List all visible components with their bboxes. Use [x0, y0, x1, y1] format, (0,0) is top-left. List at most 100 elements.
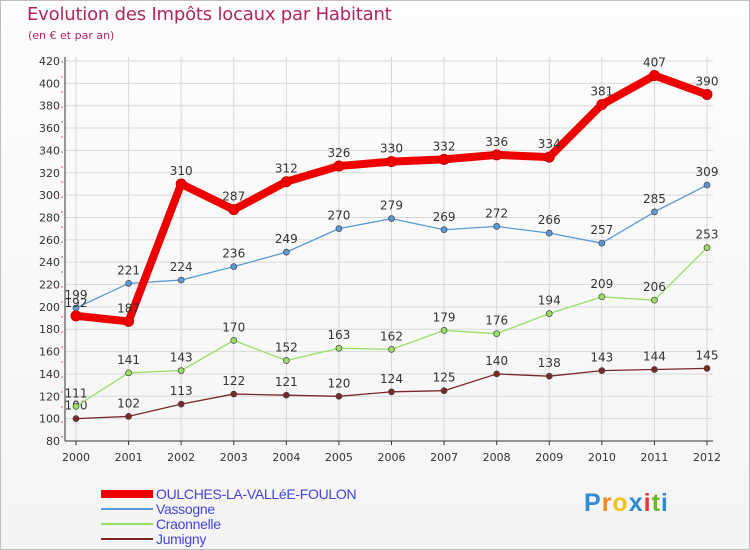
data-point: [701, 89, 713, 101]
data-label: 179: [433, 310, 456, 324]
data-point: [228, 204, 240, 216]
data-point: [125, 413, 132, 420]
data-label: 140: [485, 354, 508, 368]
y-tick-label: 100: [39, 413, 60, 426]
data-point: [335, 392, 343, 400]
data-point: [70, 310, 82, 322]
data-point: [177, 276, 185, 284]
x-tick-label: 2003: [220, 451, 248, 464]
y-tick-label: 400: [39, 77, 60, 90]
data-point: [388, 388, 395, 396]
data-label: 270: [327, 209, 350, 223]
data-point: [175, 178, 187, 190]
data-label: 272: [485, 206, 508, 220]
data-label: 253: [696, 228, 719, 242]
y-tick-label: 120: [39, 390, 60, 403]
series-jumigny: 100102113122121120124125140138143144145: [65, 348, 718, 422]
data-point: [177, 367, 185, 374]
legend-label: OULCHES-LA-VALLéE-FOULON: [156, 486, 356, 502]
data-point: [493, 223, 501, 230]
data-point: [388, 215, 395, 222]
legend-label: Jumigny: [156, 531, 206, 547]
data-point: [440, 226, 448, 234]
data-label: 326: [327, 146, 350, 160]
data-label: 309: [696, 165, 719, 179]
data-label: 390: [696, 75, 719, 89]
data-label: 285: [643, 192, 666, 206]
data-point: [125, 280, 132, 287]
data-label: 330: [380, 142, 403, 156]
y-tick-label: 140: [39, 368, 60, 381]
data-point: [491, 149, 503, 161]
axes: 80 100 120 140 160 180 200 220 240 260 280 300 320 34…: [39, 55, 721, 464]
data-label: 162: [380, 329, 403, 343]
data-point: [543, 151, 555, 163]
x-tick-label: 2001: [115, 451, 143, 464]
data-label: 176: [485, 314, 508, 328]
x-tick-label: 2000: [62, 451, 90, 464]
data-label: 199: [65, 288, 88, 302]
data-label: 120: [327, 376, 350, 390]
data-point: [280, 176, 292, 188]
data-point: [598, 239, 606, 247]
x-tick-label: 2004: [272, 451, 300, 464]
data-point: [72, 415, 80, 422]
data-label: 111: [65, 386, 88, 400]
logo-letter: i: [643, 489, 652, 517]
x-tick-label: 2012: [693, 451, 721, 464]
data-label: 187: [117, 301, 140, 315]
data-point: [386, 156, 397, 168]
y-tick-label: 200: [39, 301, 60, 314]
x-tick-label: 2010: [588, 451, 616, 464]
data-label: 125: [433, 371, 456, 385]
x-tick-label: 2006: [378, 451, 406, 464]
data-label: 310: [170, 164, 193, 178]
y-tick-label: 160: [39, 346, 60, 359]
data-label: 287: [222, 190, 245, 204]
data-label: 121: [275, 375, 298, 389]
logo-letter: o: [612, 489, 629, 517]
data-point: [545, 372, 553, 380]
data-label: 170: [222, 320, 245, 334]
data-label: 141: [117, 353, 140, 367]
chart-title: Evolution des Impôts locaux par Habitant: [27, 4, 392, 25]
data-point: [282, 357, 290, 364]
data-label: 163: [327, 328, 350, 342]
data-point: [388, 346, 395, 353]
data-label: 381: [590, 85, 613, 99]
data-label: 224: [170, 260, 193, 274]
data-point: [703, 181, 711, 189]
data-point: [177, 400, 185, 408]
data-label: 138: [538, 356, 561, 370]
data-label: 249: [275, 232, 298, 246]
data-label: 266: [538, 213, 561, 227]
data-label: 206: [643, 280, 666, 294]
logo-letter: x: [628, 489, 644, 517]
data-label: 124: [380, 372, 403, 386]
data-point: [438, 153, 450, 165]
data-point: [230, 390, 238, 398]
data-point: [703, 365, 711, 372]
data-label: 143: [590, 351, 613, 365]
data-point: [282, 248, 290, 256]
data-label: 209: [590, 277, 613, 291]
y-tick-label: 280: [39, 211, 60, 224]
x-tick-label: 2009: [535, 451, 563, 464]
data-label: 102: [117, 396, 140, 410]
legend-label: Vassogne: [156, 501, 215, 517]
y-tick-label: 180: [39, 323, 60, 336]
data-label: 144: [643, 349, 666, 363]
data-point: [598, 367, 606, 374]
x-tick-label: 2005: [325, 451, 353, 464]
x-tick-label: 2011: [640, 451, 668, 464]
data-point: [333, 160, 345, 172]
proxiti-logo: Proxiti: [584, 489, 669, 518]
data-point: [493, 370, 501, 378]
series-vassogne: 199 221 224 236 249 270 279 269 272 266 257 285 309: [65, 165, 719, 312]
data-point: [648, 70, 660, 82]
series-layer: 1001021131221211201241251401381431441451…: [65, 56, 719, 422]
data-label: 334: [538, 137, 561, 151]
data-point: [703, 244, 711, 251]
data-label: 336: [485, 135, 508, 149]
data-point: [651, 296, 658, 304]
